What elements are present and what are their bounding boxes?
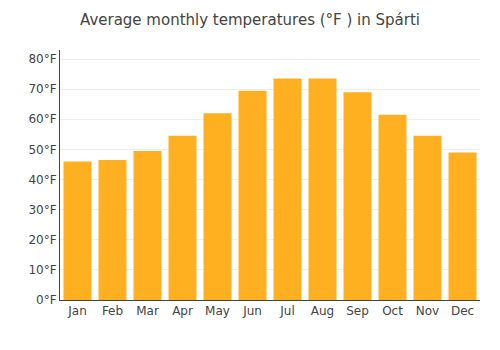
svg-text:Average monthly temperatures (: Average monthly temperatures (°F ) in Sp… <box>80 11 420 29</box>
svg-text:Nov: Nov <box>416 304 439 318</box>
svg-text:30°F: 30°F <box>28 203 56 217</box>
svg-text:Jul: Jul <box>279 304 294 318</box>
svg-text:Sep: Sep <box>346 304 369 318</box>
svg-text:Oct: Oct <box>382 304 403 318</box>
svg-text:60°F: 60°F <box>28 112 56 126</box>
svg-text:20°F: 20°F <box>28 233 56 247</box>
svg-text:Jun: Jun <box>242 304 262 318</box>
svg-text:10°F: 10°F <box>28 263 56 277</box>
svg-text:70°F: 70°F <box>28 82 56 96</box>
svg-text:Apr: Apr <box>172 304 193 318</box>
svg-text:Jan: Jan <box>67 304 87 318</box>
svg-text:Feb: Feb <box>102 304 123 318</box>
svg-text:Dec: Dec <box>451 304 474 318</box>
svg-text:Aug: Aug <box>311 304 334 318</box>
svg-text:80°F: 80°F <box>28 52 56 66</box>
svg-text:50°F: 50°F <box>28 143 56 157</box>
svg-text:May: May <box>205 304 230 318</box>
svg-text:40°F: 40°F <box>28 173 56 187</box>
svg-text:0°F: 0°F <box>36 293 57 307</box>
svg-text:Mar: Mar <box>136 304 159 318</box>
